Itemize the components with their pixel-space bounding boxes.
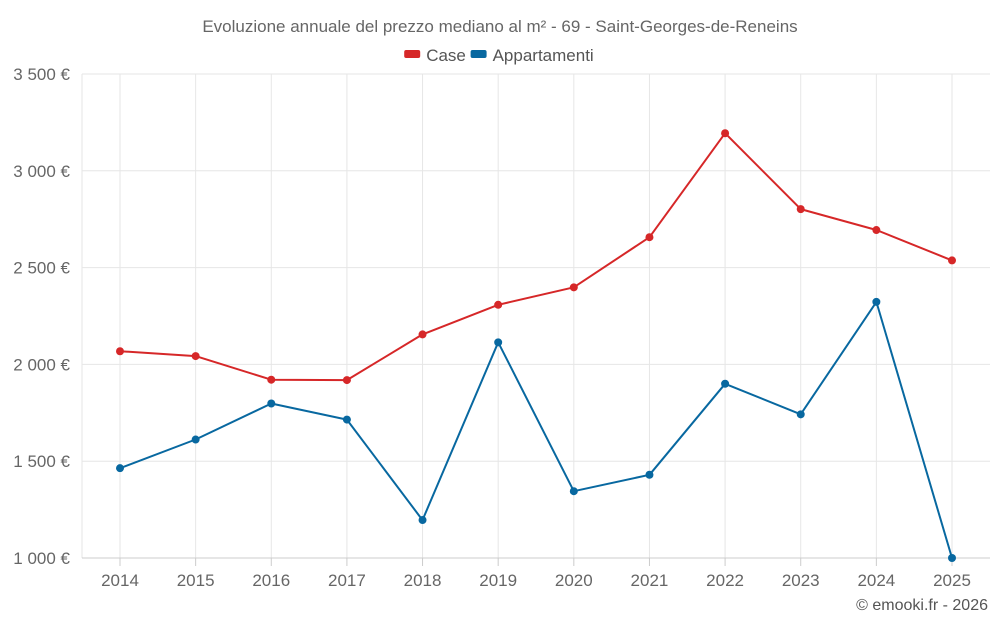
series-line-appartamenti <box>119 300 953 559</box>
data-point-appartamenti[interactable] <box>267 399 276 408</box>
data-point-case[interactable] <box>645 233 654 242</box>
data-point-case[interactable] <box>342 376 351 385</box>
x-tick-label: 2019 <box>479 571 517 590</box>
x-tick-label: 2025 <box>933 571 971 590</box>
chart-legend: Case Appartamenti <box>404 46 594 65</box>
legend-swatch <box>470 50 487 58</box>
x-tick-label: 2020 <box>555 571 593 590</box>
data-point-case[interactable] <box>948 256 956 265</box>
chart-credit: © emooki.fr - 2026 <box>856 597 988 614</box>
data-point-appartamenti[interactable] <box>645 470 654 479</box>
y-tick-label: 3 500 € <box>13 65 70 84</box>
data-point-appartamenti[interactable] <box>494 338 503 347</box>
x-tick-label: 2015 <box>177 571 215 590</box>
x-tick-label: 2014 <box>101 571 139 590</box>
y-tick-label: 2 500 € <box>13 259 70 278</box>
data-point-case[interactable] <box>872 226 881 235</box>
x-tick-label: 2023 <box>782 571 820 590</box>
data-point-case[interactable] <box>418 330 427 339</box>
y-tick-label: 2 000 € <box>13 355 70 374</box>
legend-swatch <box>404 50 421 58</box>
data-point-case[interactable] <box>191 352 200 361</box>
data-point-case[interactable] <box>796 205 805 214</box>
data-point-case[interactable] <box>721 129 730 138</box>
x-tick-label: 2017 <box>328 571 366 590</box>
chart-title: Evoluzione annuale del prezzo mediano al… <box>202 17 797 36</box>
legend-item-case[interactable]: Case <box>404 46 466 65</box>
legend-label: Appartamenti <box>493 46 594 65</box>
data-point-appartamenti[interactable] <box>342 415 351 424</box>
x-tick-label: 2024 <box>857 571 895 590</box>
series-line-case <box>119 132 953 382</box>
y-axis: 1 000 € 1 500 € 2 000 € 2 500 € 3 000 € 3 500… <box>13 65 70 568</box>
x-tick-label: 2018 <box>404 571 442 590</box>
x-tick-label: 2016 <box>252 571 290 590</box>
data-point-case[interactable] <box>267 375 276 384</box>
data-point-case[interactable] <box>494 300 503 309</box>
series-layer <box>116 129 956 562</box>
x-tick-label: 2022 <box>706 571 744 590</box>
data-point-appartamenti[interactable] <box>796 410 805 419</box>
legend-label: Case <box>426 46 466 65</box>
data-point-appartamenti[interactable] <box>116 464 124 473</box>
data-point-case[interactable] <box>116 347 124 356</box>
data-point-appartamenti[interactable] <box>721 379 730 388</box>
x-axis: 2014 2015 2016 2017 2018 2019 2020 2021 2022 2023… <box>101 558 971 590</box>
data-point-appartamenti[interactable] <box>569 487 578 496</box>
data-point-appartamenti[interactable] <box>191 435 200 444</box>
chart-grid <box>81 73 990 559</box>
y-tick-label: 1 500 € <box>13 452 70 471</box>
data-point-appartamenti[interactable] <box>418 516 427 525</box>
data-point-case[interactable] <box>569 283 578 292</box>
legend-item-appartamenti[interactable]: Appartamenti <box>470 46 594 65</box>
data-point-appartamenti[interactable] <box>948 554 956 562</box>
data-point-appartamenti[interactable] <box>872 297 881 306</box>
x-tick-label: 2021 <box>631 571 669 590</box>
y-tick-label: 1 000 € <box>13 549 70 568</box>
y-tick-label: 3 000 € <box>13 162 70 181</box>
